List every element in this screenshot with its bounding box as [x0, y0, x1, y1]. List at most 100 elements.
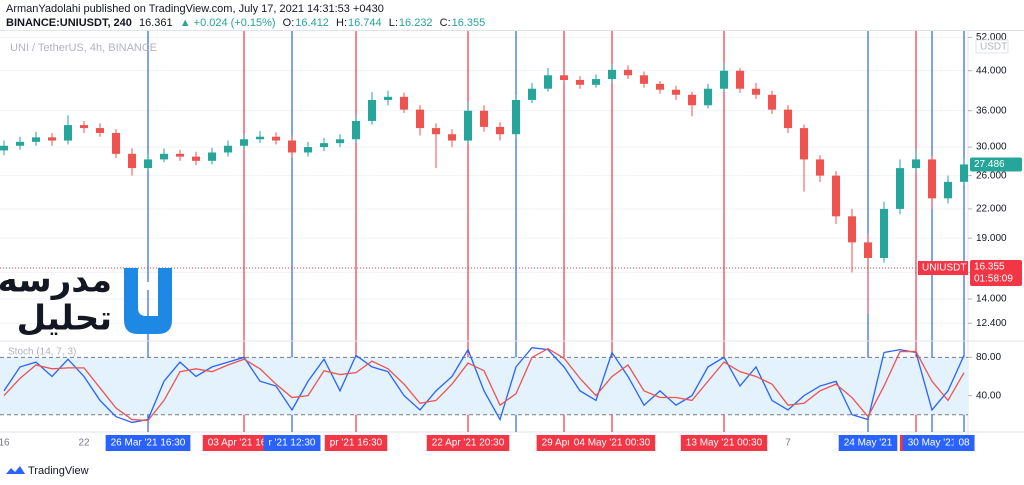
- price-tag-label: 27.486: [974, 159, 1005, 170]
- logo-text: مدرسه: [0, 261, 112, 301]
- y-tick-label: 26.000: [976, 170, 1007, 181]
- time-label-box: [953, 435, 975, 451]
- price-tag: [970, 157, 1022, 172]
- candle-body: [800, 128, 808, 160]
- candle-body: [256, 136, 264, 140]
- candle-body: [224, 145, 232, 153]
- x-tick-label: 26 Mar '21 16:30: [111, 438, 186, 449]
- candle-body: [896, 168, 904, 209]
- y-tick-label: 19.000: [976, 233, 1007, 244]
- ohlc-value: 16.232: [399, 17, 433, 29]
- candle-body: [480, 110, 488, 127]
- symbol-tag-label: UNIUSDT: [922, 263, 966, 274]
- candle-body: [304, 147, 312, 153]
- x-tick-label: 16: [0, 438, 10, 449]
- candle-body: [784, 109, 792, 129]
- candle-body: [416, 109, 424, 129]
- currency-label: USDT: [980, 42, 1007, 53]
- footer: TradingView: [6, 465, 89, 477]
- footer-logo: [6, 466, 25, 474]
- candle-body: [368, 99, 376, 121]
- y-tick-label: 52.000: [976, 32, 1007, 43]
- divider: [0, 30, 1024, 31]
- panel-title: Stoch (14, 7, 3): [8, 347, 76, 358]
- candle-body: [624, 69, 632, 76]
- y-tick-label: 36.000: [976, 105, 1007, 116]
- x-tick-label: 08: [958, 438, 970, 449]
- ohlc-label: H:: [336, 17, 347, 29]
- candle-body: [608, 69, 616, 80]
- candle-body: [448, 134, 456, 141]
- candle-body: [928, 159, 936, 199]
- candle-body: [384, 96, 392, 100]
- y-tick-label: 30.000: [976, 142, 1007, 153]
- symbol-tag: [918, 261, 968, 276]
- currency-box: [975, 39, 1009, 54]
- band: [0, 357, 968, 415]
- candle-body: [192, 156, 200, 161]
- candle-body: [944, 181, 952, 199]
- candle-body: [816, 159, 824, 176]
- price-tag: [970, 260, 1022, 287]
- ohlc-value: 16.744: [348, 17, 382, 29]
- ohlc-value: 16.412: [295, 17, 329, 29]
- candle-body: [272, 136, 280, 141]
- candle-body: [80, 125, 88, 129]
- y-tick-label: 80.00: [976, 352, 1001, 363]
- candle-body: [16, 141, 24, 146]
- author-line: ArmanYadolahi published on TradingView.c…: [6, 3, 384, 15]
- candle-body: [560, 75, 568, 80]
- candle-body: [128, 153, 136, 169]
- candle-body: [640, 75, 648, 84]
- time-label-box: [263, 435, 321, 451]
- candle-body: [848, 216, 856, 243]
- candle-body: [352, 120, 360, 140]
- price-tag-label: 16.355: [974, 262, 1005, 273]
- x-tick-label: 03 Apr '21 16:30: [208, 438, 281, 449]
- candle-body: [336, 139, 344, 144]
- y-tick-label: 12.400: [976, 318, 1007, 329]
- x-tick-label: r '21 12:30: [269, 438, 316, 449]
- symbol-line: BINANCE:UNIUSDT, 240 16.361 ▲ +0.024 (+0…: [6, 17, 485, 29]
- x-tick-label: pr '21 16:30: [330, 438, 383, 449]
- candle-body: [720, 70, 728, 89]
- ohlc-label: C:: [440, 17, 451, 29]
- logo-icon-dot: [146, 282, 154, 290]
- time-label-box: [426, 435, 510, 451]
- x-tick-label: 29 Apr '21: [542, 438, 587, 449]
- candle-body: [96, 128, 104, 133]
- y-tick-label: 44.000: [976, 65, 1007, 76]
- candle-body: [912, 159, 920, 169]
- ohlc-label: O:: [283, 17, 295, 29]
- time-label-box: [568, 435, 656, 451]
- candle-body: [880, 208, 888, 258]
- logo: مدرسه تحلیل: [0, 261, 172, 339]
- change: ▲ +0.024 (+0.15%): [180, 17, 276, 29]
- ohlc-label: L:: [389, 17, 398, 29]
- candle-body: [144, 159, 152, 169]
- time-label-box: [838, 435, 898, 451]
- y-tick-label: 22.000: [976, 204, 1007, 215]
- x-tick-label: 22 Apr '21 20:30: [432, 438, 505, 449]
- candle-body: [656, 83, 664, 90]
- candle-body: [736, 70, 744, 89]
- time-label-box: [105, 435, 191, 451]
- candle-body: [752, 88, 760, 95]
- candle-body: [528, 88, 536, 100]
- symbol: BINANCE:UNIUSDT, 240: [6, 17, 132, 29]
- candle-body: [208, 152, 216, 161]
- candle-body: [512, 99, 520, 135]
- stoch-line: [3, 347, 965, 422]
- stoch-line: [3, 347, 965, 424]
- candle-body: [960, 164, 968, 182]
- candle-body: [688, 94, 696, 106]
- candle-body: [832, 175, 840, 217]
- candle-body: [576, 79, 584, 85]
- last: 16.361: [139, 17, 173, 29]
- time-label-box: [680, 435, 768, 451]
- x-tick-label: 30 May '21: [908, 438, 957, 449]
- candle-body: [432, 128, 440, 135]
- candle-body: [768, 94, 776, 110]
- candle-body: [64, 125, 72, 141]
